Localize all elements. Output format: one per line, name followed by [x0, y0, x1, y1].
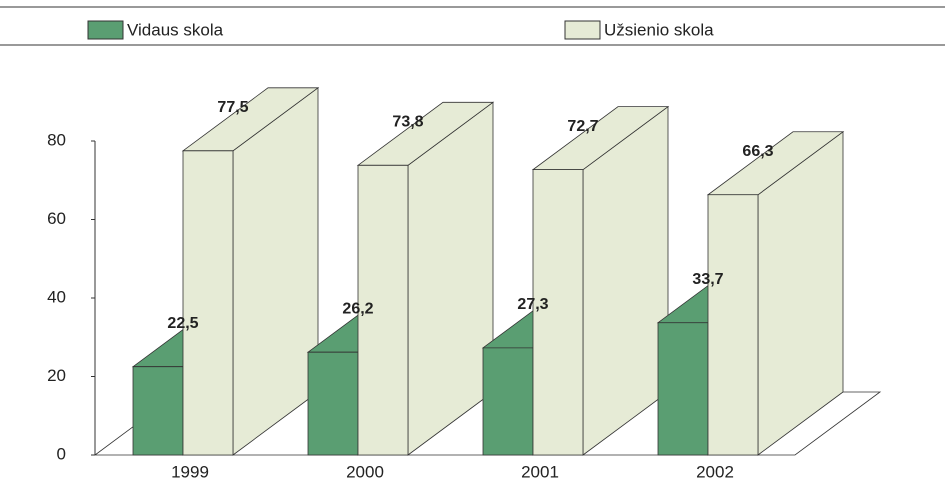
value-label: 77,5	[217, 99, 248, 116]
value-label: 33,7	[692, 271, 723, 288]
y-tick-label: 20	[47, 366, 66, 385]
bar	[531, 105, 670, 456]
bar-face	[532, 169, 584, 456]
bar-face	[357, 164, 409, 456]
bar-face	[232, 87, 319, 456]
legend-swatch	[87, 20, 124, 40]
x-tick-label: 2000	[346, 462, 384, 481]
bar	[706, 130, 845, 456]
value-label: 73,8	[392, 114, 423, 131]
bar	[356, 101, 495, 456]
y-tick-label: 60	[47, 209, 66, 228]
bar-face	[707, 194, 759, 456]
value-label: 22,5	[167, 315, 198, 332]
value-label: 72,7	[567, 118, 598, 135]
bar-face	[657, 322, 709, 456]
legend-label: Užsienio skola	[604, 20, 714, 39]
legend-label: Vidaus skola	[127, 20, 224, 39]
bar-face	[482, 347, 534, 456]
value-label: 26,2	[342, 300, 373, 317]
value-label: 27,3	[517, 296, 548, 313]
x-tick-label: 2001	[521, 462, 559, 481]
bar-face	[307, 351, 359, 456]
value-label: 66,3	[742, 143, 773, 160]
y-tick-label: 40	[47, 287, 66, 306]
bar-face	[182, 150, 234, 456]
y-tick-label: 80	[47, 130, 66, 149]
bar-face	[132, 366, 184, 456]
legend-swatch	[564, 20, 601, 40]
x-tick-label: 1999	[171, 462, 209, 481]
x-tick-label: 2002	[696, 462, 734, 481]
bar	[181, 87, 320, 456]
y-tick-label: 0	[57, 444, 66, 463]
